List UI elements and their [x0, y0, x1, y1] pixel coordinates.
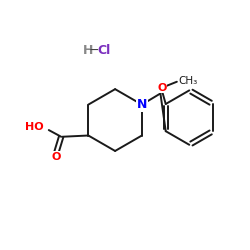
- Text: H: H: [83, 44, 93, 57]
- Text: CH₃: CH₃: [178, 76, 198, 86]
- Text: HO: HO: [25, 122, 44, 132]
- Text: Cl: Cl: [97, 44, 110, 57]
- Text: N: N: [137, 98, 147, 111]
- Text: O: O: [157, 83, 167, 93]
- Text: −: −: [89, 44, 99, 57]
- Text: O: O: [51, 152, 60, 162]
